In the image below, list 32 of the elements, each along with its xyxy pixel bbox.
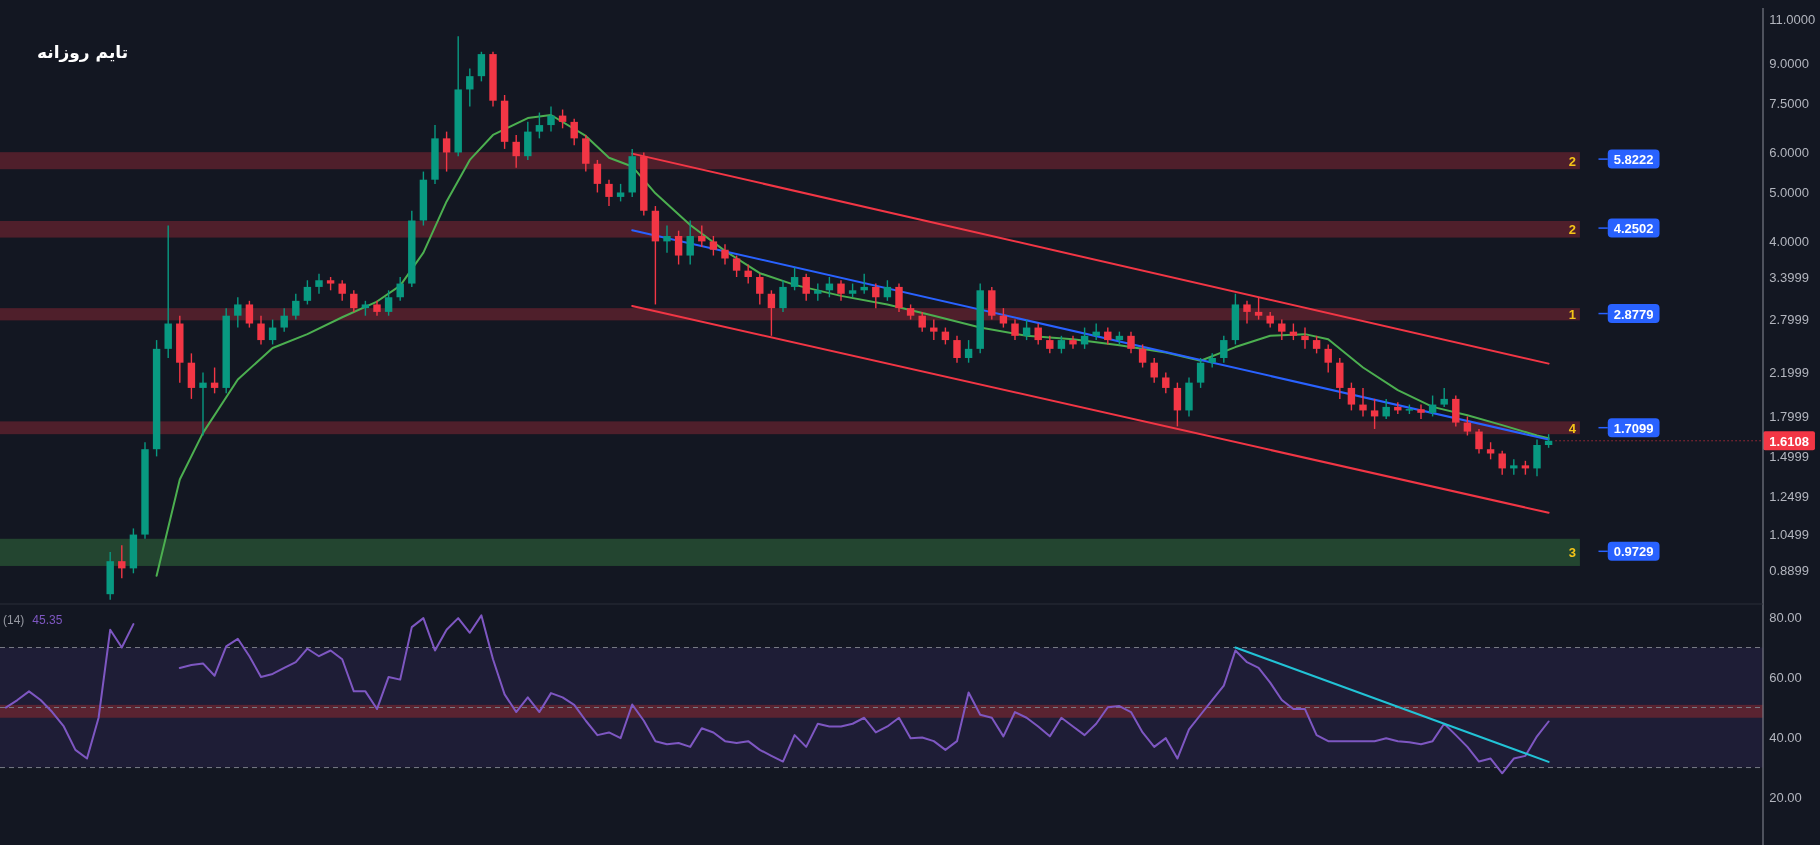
band-label: 3 bbox=[1568, 545, 1576, 561]
ref-line-label: 1.6108 bbox=[1769, 433, 1809, 449]
y-tick-label: 0.8899 bbox=[1769, 563, 1809, 579]
y-tick-label: 11.0000 bbox=[1769, 12, 1816, 28]
band-label: 4 bbox=[1568, 420, 1577, 436]
ref-line-label: 1.7099 bbox=[1613, 420, 1654, 436]
y-tick-label: 5.0000 bbox=[1769, 184, 1809, 200]
ref-line-label: 2.8779 bbox=[1613, 306, 1654, 322]
y-tick-label: 20.00 bbox=[1769, 790, 1802, 806]
band-label: 2 bbox=[1568, 153, 1576, 169]
ref-line-label: 4.2502 bbox=[1613, 221, 1654, 237]
y-tick-label: 40.00 bbox=[1769, 730, 1802, 746]
annotation: (14) bbox=[3, 613, 25, 627]
y-tick-label: 1.0499 bbox=[1769, 527, 1809, 543]
annotation: 45.35 bbox=[32, 613, 63, 627]
y-tick-label: 7.5000 bbox=[1769, 96, 1809, 112]
y-tick-label: 1.2499 bbox=[1769, 488, 1809, 504]
y-tick-label: 2.1999 bbox=[1769, 364, 1809, 380]
y-tick-label: 9.0000 bbox=[1769, 56, 1809, 72]
y-tick-label: 1.4999 bbox=[1769, 448, 1809, 464]
text: تایم روزانه bbox=[37, 42, 129, 63]
y-tick-label: 1.7999 bbox=[1769, 408, 1809, 424]
ref-line-label: 0.9729 bbox=[1613, 544, 1654, 560]
band-label: 1 bbox=[1568, 307, 1576, 323]
band-label: 2 bbox=[1568, 222, 1576, 238]
y-tick-label: 60.00 bbox=[1769, 670, 1802, 686]
y-tick-label: 80.00 bbox=[1769, 610, 1802, 626]
y-tick-label: 6.0000 bbox=[1769, 145, 1809, 161]
y-tick-label: 4.0000 bbox=[1769, 233, 1809, 249]
ref-line-label: 5.8222 bbox=[1613, 152, 1654, 168]
y-tick-label: 3.3999 bbox=[1769, 269, 1809, 285]
y-tick-label: 2.7999 bbox=[1769, 312, 1809, 328]
